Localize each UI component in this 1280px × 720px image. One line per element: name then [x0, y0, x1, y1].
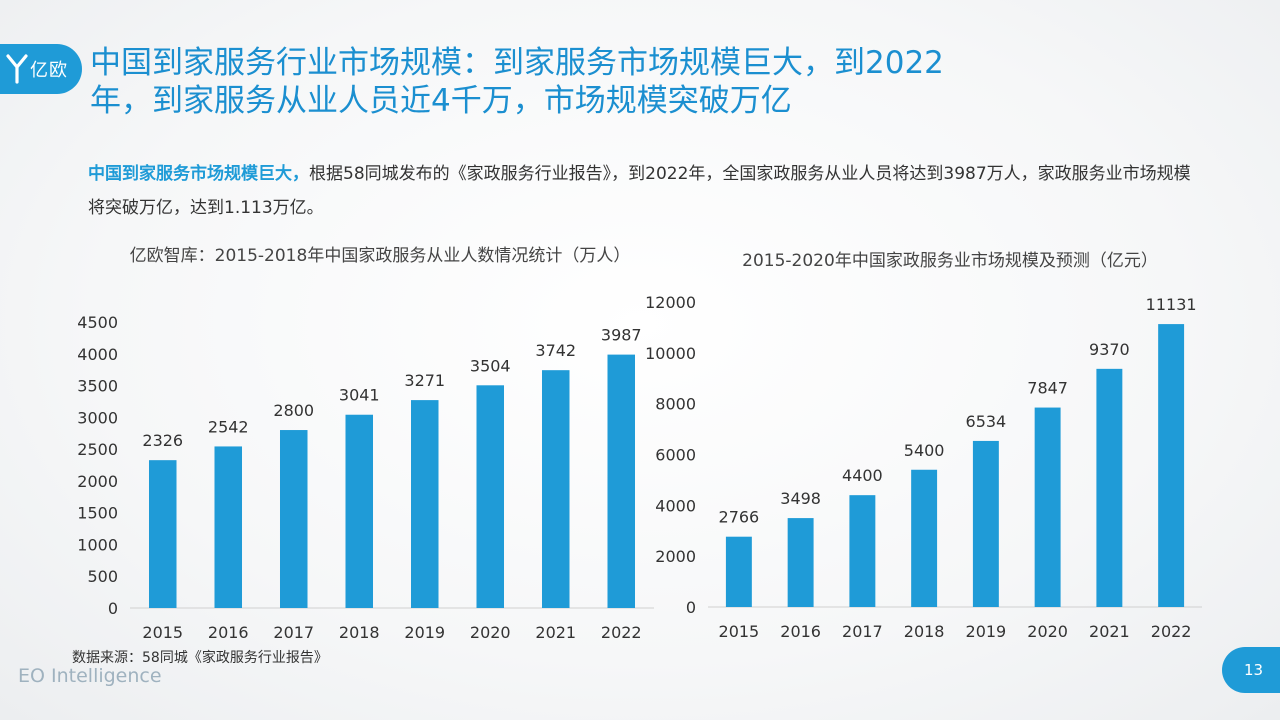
market-bar: [1034, 407, 1061, 607]
employees-ytick-label: 2000: [77, 472, 118, 491]
footer-brand: EO Intelligence: [18, 665, 162, 687]
employees-data-label: 3041: [339, 386, 380, 405]
employees-bar: [476, 385, 505, 608]
market-data-label: 2766: [719, 508, 760, 527]
employees-xtick-label: 2019: [404, 623, 445, 642]
employees-data-label: 2800: [273, 401, 314, 420]
slide-title: 中国到家服务行业市场规模：到家服务市场规模巨大，到2022年，到家服务从业人员近…: [90, 45, 944, 119]
employees-data-label: 2542: [208, 417, 249, 436]
market-bar: [911, 469, 938, 607]
market-ytick-label: 12000: [645, 293, 696, 312]
summary-lead: 中国到家服务市场规模巨大，: [88, 164, 309, 184]
employees-data-label: 3742: [535, 341, 576, 360]
employees-ytick-label: 3500: [77, 377, 118, 396]
market-bar: [1158, 324, 1185, 607]
employees-xtick-label: 2021: [535, 623, 576, 642]
market-data-label: 3498: [780, 489, 821, 508]
employees-bar: [148, 460, 177, 608]
chart-employees-title: 亿欧智库：2015-2018年中国家政服务从业人数情况统计（万人）: [129, 246, 631, 266]
employees-ytick-label: 0: [108, 599, 118, 618]
employees-xtick-label: 2020: [470, 623, 511, 642]
chart-market-title: 2015-2020年中国家政服务业市场规模及预测（亿元）: [742, 251, 1158, 271]
market-xtick-label: 2015: [719, 622, 760, 641]
market-xtick-label: 2021: [1089, 622, 1130, 641]
market-bar: [725, 536, 752, 607]
market-ytick-label: 4000: [655, 496, 696, 515]
market-xtick-label: 2018: [904, 622, 945, 641]
market-xtick-label: 2016: [780, 622, 821, 641]
employees-bar: [541, 370, 570, 608]
employees-xtick-label: 2018: [339, 623, 380, 642]
brand-logo-text: 亿欧: [30, 60, 68, 81]
brand-logo-icon: [6, 54, 28, 84]
employees-xtick-label: 2016: [208, 623, 249, 642]
market-data-label: 6534: [966, 412, 1007, 431]
market-xtick-label: 2017: [842, 622, 883, 641]
employees-data-label: 3271: [404, 371, 445, 390]
employees-xtick-label: 2022: [601, 623, 642, 642]
market-bar: [849, 495, 876, 607]
page-number: 13: [1222, 647, 1280, 693]
employees-ytick-label: 4000: [77, 345, 118, 364]
market-data-label: 11131: [1146, 295, 1197, 314]
employees-data-label: 3987: [601, 326, 642, 345]
market-xtick-label: 2020: [1027, 622, 1068, 641]
market-data-label: 9370: [1089, 340, 1130, 359]
employees-ytick-label: 500: [87, 567, 118, 586]
summary-body: 根据58同城发布的《家政服务行业报告》，到2022年，全国家政服务从业人员将达到…: [88, 164, 1191, 218]
market-data-label: 7847: [1027, 379, 1068, 398]
market-ytick-label: 10000: [645, 344, 696, 363]
market-bar: [972, 440, 999, 607]
market-bar: [787, 518, 814, 607]
market-bar: [1096, 368, 1123, 607]
employees-bar: [607, 354, 636, 608]
market-data-label: 4400: [842, 466, 883, 485]
brand-logo: 亿欧: [0, 44, 82, 94]
market-data-label: 5400: [904, 441, 945, 460]
employees-bar: [214, 446, 243, 608]
employees-xtick-label: 2017: [273, 623, 314, 642]
market-ytick-label: 6000: [655, 446, 696, 465]
source-note: 数据来源：58同城《家政服务行业报告》: [72, 650, 328, 666]
employees-ytick-label: 1000: [77, 535, 118, 554]
employees-bar: [410, 400, 439, 608]
market-ytick-label: 8000: [655, 395, 696, 414]
employees-data-label: 3504: [470, 356, 511, 375]
employees-bar: [345, 414, 374, 608]
market-ytick-label: 0: [686, 598, 696, 617]
employees-ytick-label: 1500: [77, 504, 118, 523]
employees-ytick-label: 3000: [77, 408, 118, 427]
summary-paragraph: 中国到家服务市场规模巨大，根据58同城发布的《家政服务行业报告》，到2022年，…: [88, 157, 1198, 225]
market-ytick-label: 2000: [655, 547, 696, 566]
employees-ytick-label: 4500: [77, 313, 118, 332]
employees-data-label: 2326: [142, 431, 183, 450]
employees-ytick-label: 2500: [77, 440, 118, 459]
employees-xtick-label: 2015: [142, 623, 183, 642]
market-xtick-label: 2019: [966, 622, 1007, 641]
market-xtick-label: 2022: [1151, 622, 1192, 641]
employees-bar: [279, 430, 308, 608]
